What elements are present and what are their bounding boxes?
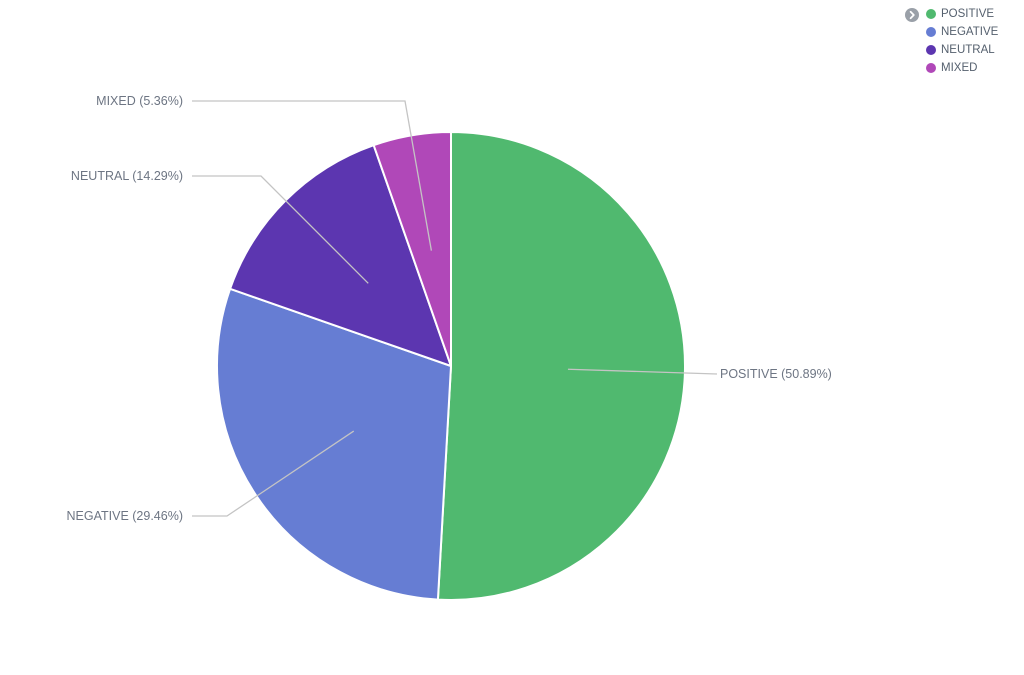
- legend-dot-icon: [926, 9, 936, 19]
- data-label-mixed: MIXED (5.36%): [96, 94, 183, 108]
- legend-label: MIXED: [941, 62, 978, 74]
- leader-line-negative: [192, 430, 355, 517]
- chevron-right-icon: [909, 10, 915, 20]
- legend-label: NEGATIVE: [941, 26, 999, 38]
- leader-line-mixed: [192, 100, 433, 251]
- legend-label: NEUTRAL: [941, 44, 995, 56]
- legend-label: POSITIVE: [941, 8, 995, 20]
- data-label-neutral: NEUTRAL (14.29%): [71, 169, 183, 183]
- legend-item-neutral[interactable]: NEUTRAL: [926, 41, 998, 59]
- data-label-negative: NEGATIVE (29.46%): [67, 509, 183, 523]
- pie-slice-mixed[interactable]: [372, 131, 452, 367]
- legend-list: POSITIVE NEGATIVE NEUTRAL MIXED: [926, 5, 998, 77]
- pie-slice-positive[interactable]: [436, 131, 687, 601]
- data-labels: POSITIVE (50.89%) NEGATIVE (29.46%) NEUTRA…: [67, 94, 832, 523]
- legend-item-positive[interactable]: POSITIVE: [926, 5, 998, 23]
- legend-item-mixed[interactable]: MIXED: [926, 59, 998, 77]
- leader-lines: [192, 100, 718, 517]
- legend-dot-icon: [926, 45, 936, 55]
- legend-dot-icon: [926, 27, 936, 37]
- legend-toggle-button[interactable]: [905, 8, 919, 22]
- legend-item-negative[interactable]: NEGATIVE: [926, 23, 998, 41]
- leader-line-positive: [567, 368, 718, 375]
- leader-line-neutral: [192, 175, 369, 284]
- legend-dot-icon: [926, 63, 936, 73]
- data-label-positive: POSITIVE (50.89%): [720, 367, 832, 381]
